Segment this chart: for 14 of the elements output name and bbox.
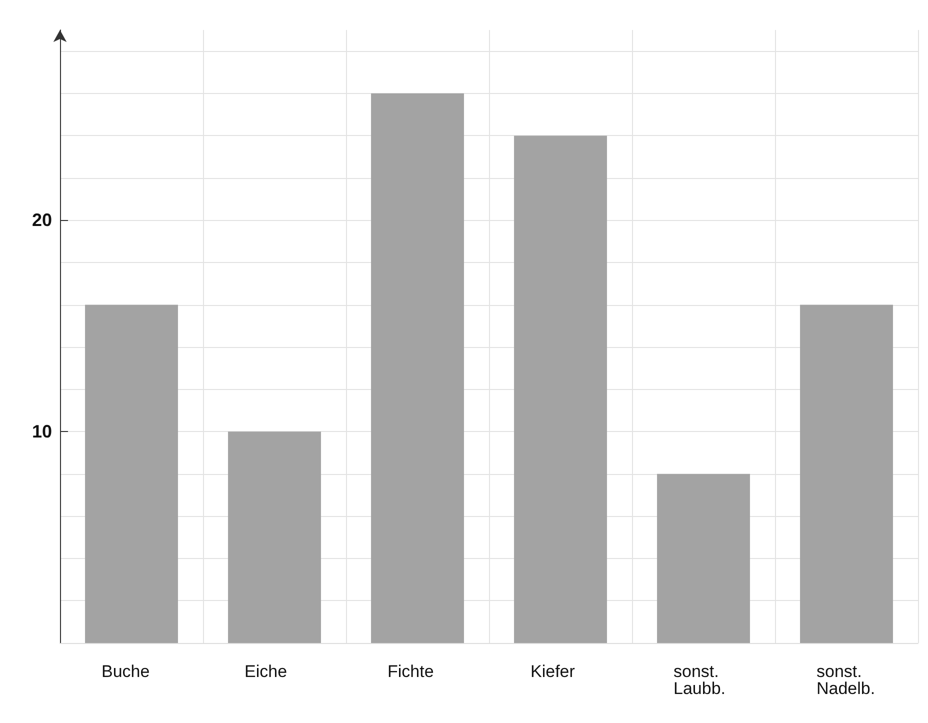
bar [514,136,607,643]
x-tick-label: sonst. Nadelb. [816,662,876,698]
bar [371,93,464,643]
y-tick-label: 10 [32,422,52,442]
x-tick-label: Buche [102,662,150,681]
bar [228,432,321,643]
x-tick-label: sonst. Laubb. [674,662,726,698]
x-tick-label: Fichte [388,662,434,681]
y-tick-label: 20 [32,210,52,230]
bar [657,474,750,643]
x-tick-label: Eiche [244,662,288,681]
bar [800,304,893,643]
x-tick-label: Kiefer [530,662,576,681]
bar [85,304,178,643]
